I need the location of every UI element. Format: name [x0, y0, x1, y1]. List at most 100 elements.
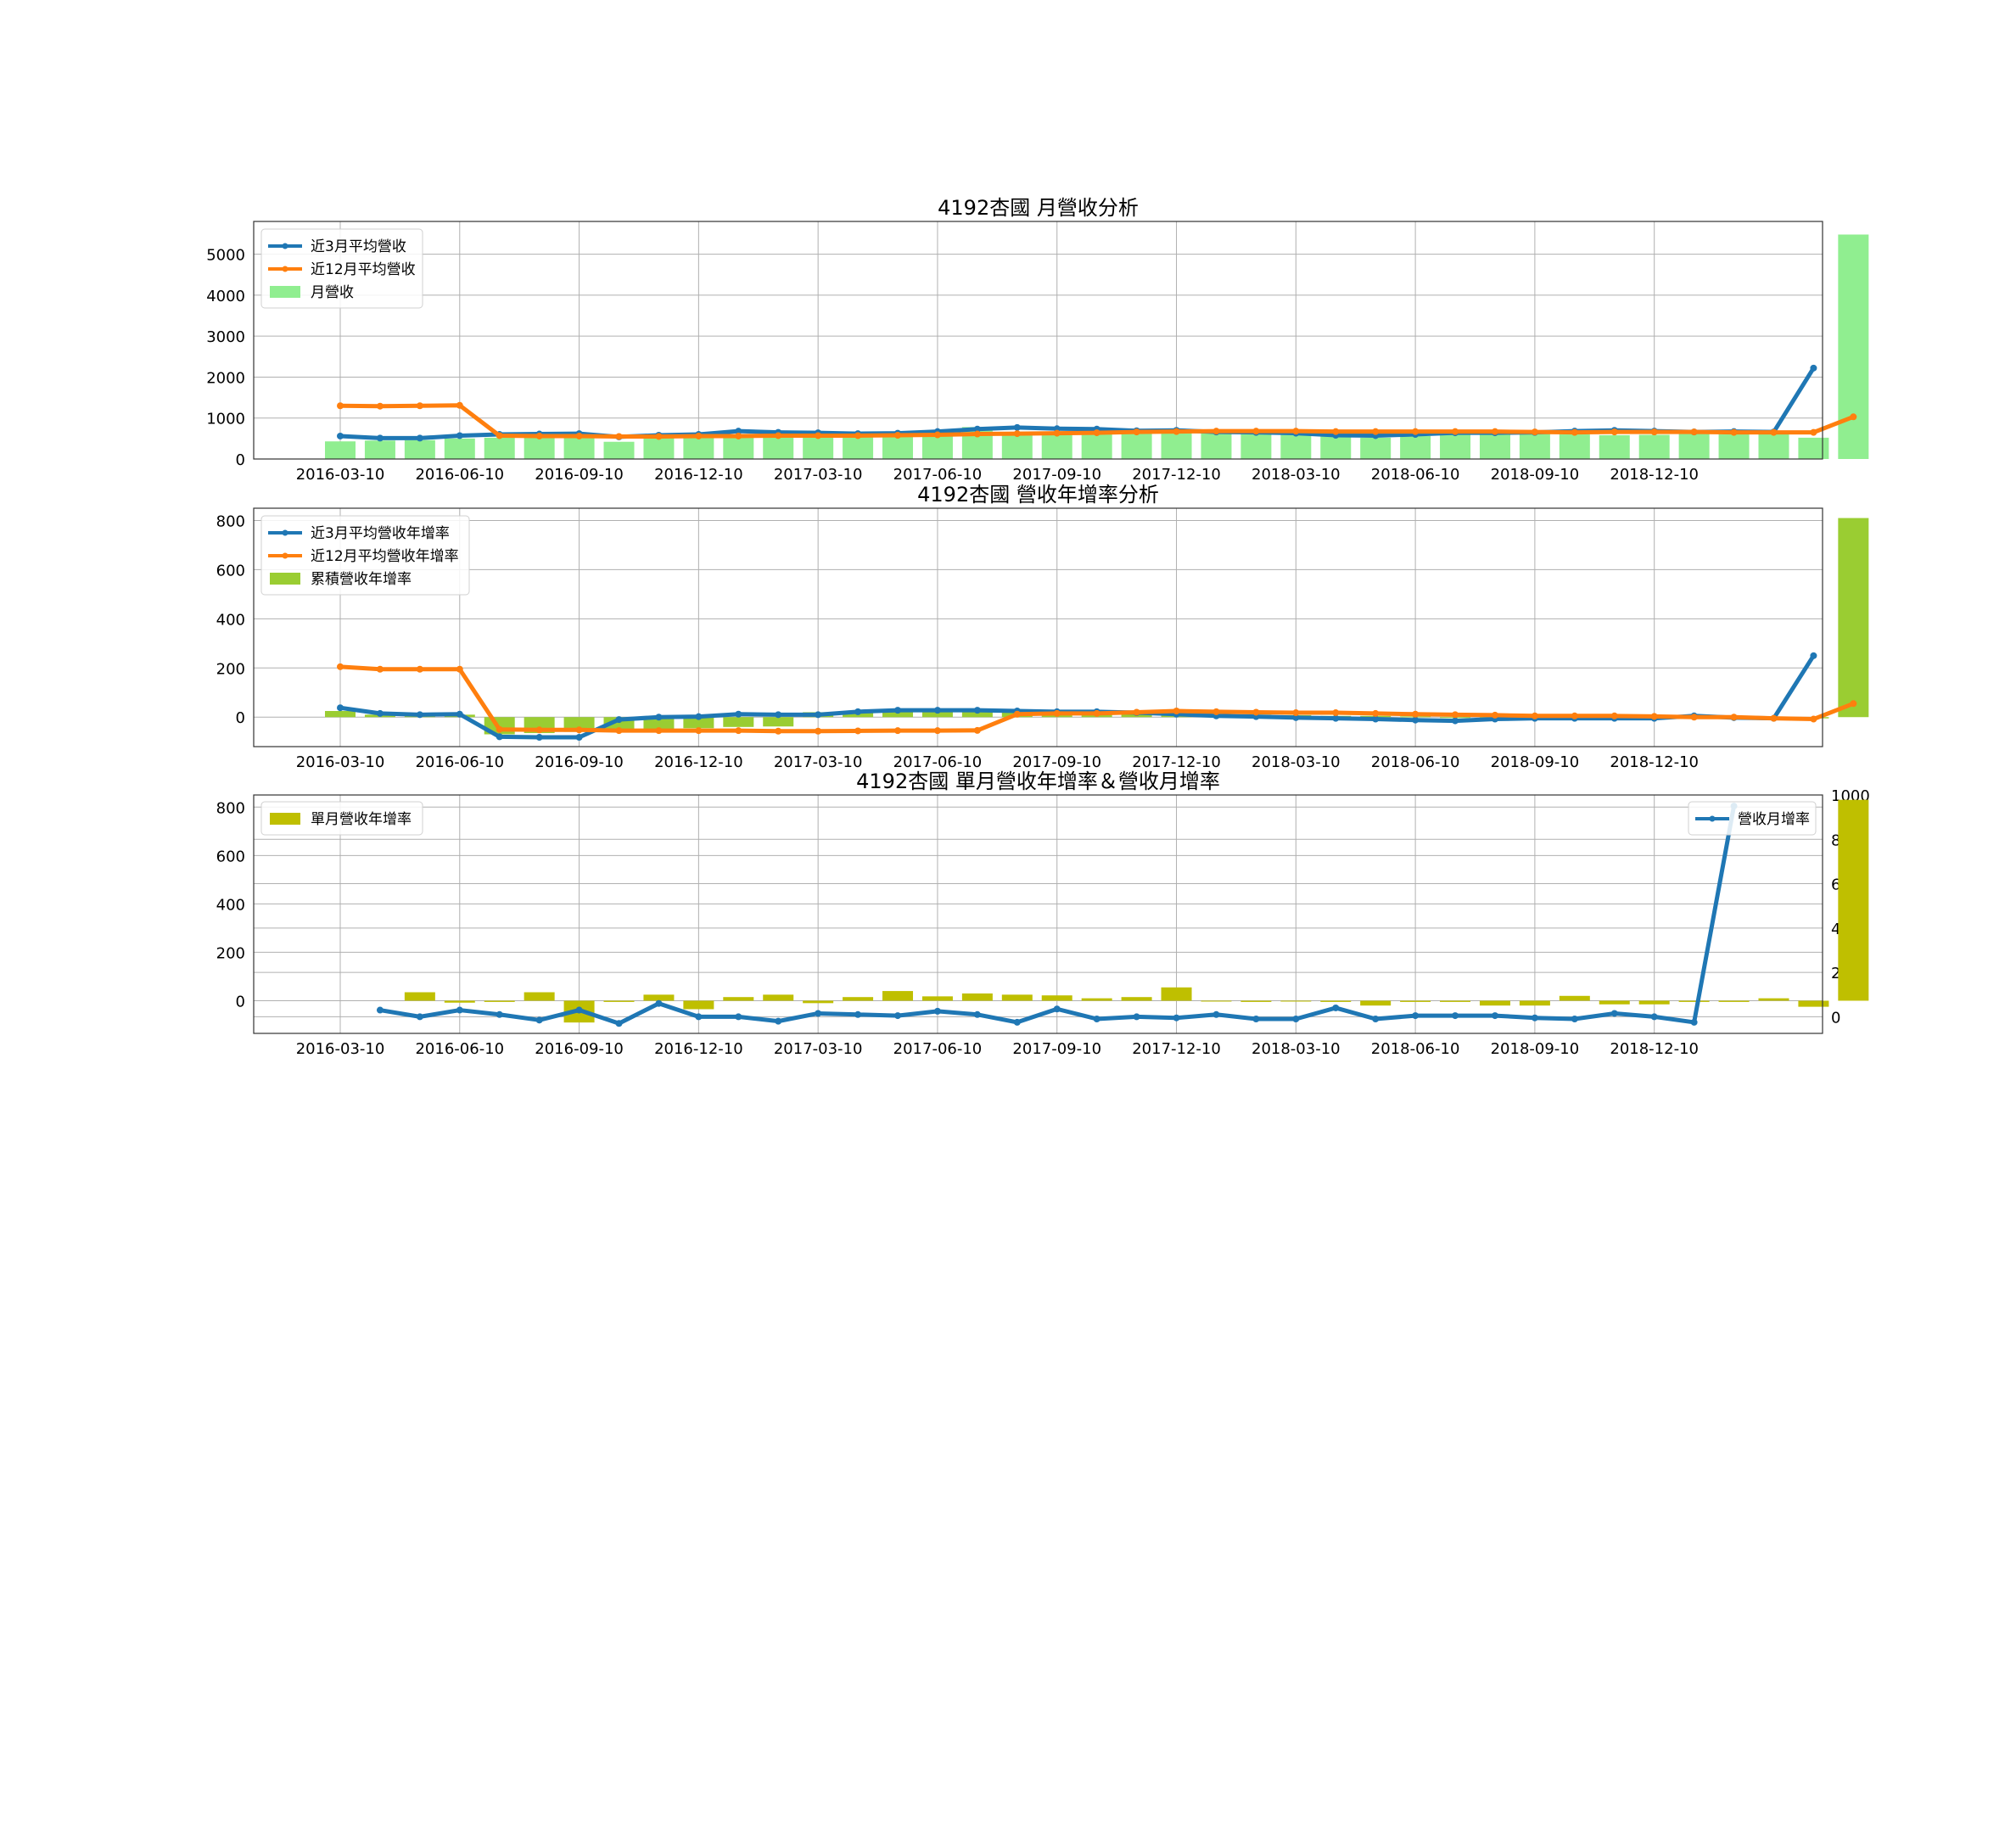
series-point [1013, 423, 1021, 431]
series-point [1372, 428, 1380, 435]
series-point [1212, 1010, 1220, 1018]
series-point [1053, 709, 1061, 717]
series-point [1133, 428, 1140, 436]
series-point [1770, 714, 1778, 722]
series-point [735, 428, 742, 435]
x-tick-label: 2018-06-10 [1371, 466, 1460, 484]
series-point [735, 432, 742, 439]
series-point [416, 711, 423, 719]
series-point [894, 727, 902, 735]
series-point [376, 709, 384, 717]
x-tick-label: 2018-09-10 [1491, 753, 1580, 771]
x-tick-label: 2017-12-10 [1132, 753, 1221, 771]
bar [683, 717, 714, 729]
bar [484, 1000, 515, 1002]
legend-bar-swatch [270, 573, 300, 585]
series-line [339, 367, 1816, 440]
bar [325, 441, 356, 459]
series-point [973, 726, 981, 734]
bar [763, 717, 794, 727]
series-point [1810, 652, 1817, 659]
bar [1240, 1000, 1272, 1002]
series-point [1093, 709, 1100, 717]
series-point [1133, 1013, 1140, 1021]
x-tick-label: 2018-12-10 [1610, 466, 1699, 484]
plot-frame [253, 794, 1823, 1034]
series-point [1133, 708, 1140, 716]
series-point [1252, 708, 1260, 716]
legend-box [260, 515, 470, 596]
x-tick-label: 2016-06-10 [415, 753, 504, 771]
x-tick-label: 2016-12-10 [654, 466, 743, 484]
series-point [1850, 413, 1857, 421]
y-tick-label: 200 [216, 660, 245, 678]
y2-tick-label: 0 [1831, 1009, 1840, 1027]
bar [364, 440, 395, 459]
chart-title: 4192杏國 單月營收年增率＆營收月增率 [856, 770, 1220, 793]
y-tick-label: 600 [216, 562, 245, 579]
bar [1638, 1000, 1670, 1005]
series-point [1332, 714, 1340, 722]
chart-title: 4192杏國 月營收分析 [938, 196, 1139, 220]
x-tick-label: 2016-09-10 [535, 466, 624, 484]
bar [1360, 1000, 1392, 1006]
series-point [615, 433, 623, 440]
series-point [456, 1006, 463, 1014]
bar [1838, 518, 1869, 718]
series-point [655, 727, 663, 735]
series-point [416, 665, 423, 673]
y-tick-label: 0 [236, 993, 245, 1010]
x-tick-label: 2016-03-10 [296, 1040, 385, 1058]
plot-frame [253, 507, 1823, 747]
series-point [1452, 717, 1459, 725]
x-tick-label: 2016-03-10 [296, 466, 385, 484]
y-tick-label: 4000 [206, 288, 245, 305]
bar [1599, 435, 1630, 459]
series-point [1452, 711, 1459, 719]
series-point [775, 727, 782, 735]
x-tick-label: 2017-12-10 [1132, 1040, 1221, 1058]
series-point [575, 432, 583, 439]
series-point [575, 733, 583, 741]
bar [1599, 1000, 1630, 1005]
bar [1519, 1000, 1550, 1006]
bar [1240, 433, 1272, 459]
y-tick-label: 600 [216, 848, 245, 865]
series-point [1491, 711, 1498, 719]
series-point [1531, 1014, 1538, 1022]
series-point [456, 665, 463, 673]
series-point [1212, 708, 1220, 715]
bar [763, 994, 794, 1001]
series-point [1610, 1010, 1618, 1017]
bar [1718, 1000, 1750, 1002]
bar [1678, 434, 1710, 459]
legend-marker-swatch [1709, 815, 1716, 822]
series-point [933, 707, 941, 714]
bar [1280, 1000, 1312, 1002]
x-tick-label: 2017-06-10 [893, 1040, 983, 1058]
bar [1161, 432, 1192, 459]
series-point [1610, 428, 1618, 436]
series-point [416, 402, 423, 410]
series-point [337, 402, 344, 410]
series-point [854, 432, 862, 439]
series-point [337, 663, 344, 670]
bar [643, 994, 675, 1001]
x-tick-label: 2017-06-10 [893, 753, 983, 771]
x-tick-label: 2018-12-10 [1610, 1040, 1699, 1058]
series-point [973, 1010, 981, 1018]
y-tick-label: 1000 [206, 411, 245, 428]
legend-label: 月營收 [311, 284, 354, 301]
series-point [376, 434, 384, 442]
legend-bar-swatch [270, 813, 300, 825]
legend-label: 近12月平均營收 [311, 261, 416, 278]
series-point [1491, 1012, 1498, 1020]
legend-box [1688, 801, 1817, 836]
bar [1001, 433, 1033, 459]
bar [843, 997, 874, 1001]
bar [603, 441, 635, 459]
series-point [695, 713, 703, 720]
bar [882, 710, 914, 718]
series-point [1571, 1016, 1578, 1023]
series-point [1770, 428, 1778, 436]
